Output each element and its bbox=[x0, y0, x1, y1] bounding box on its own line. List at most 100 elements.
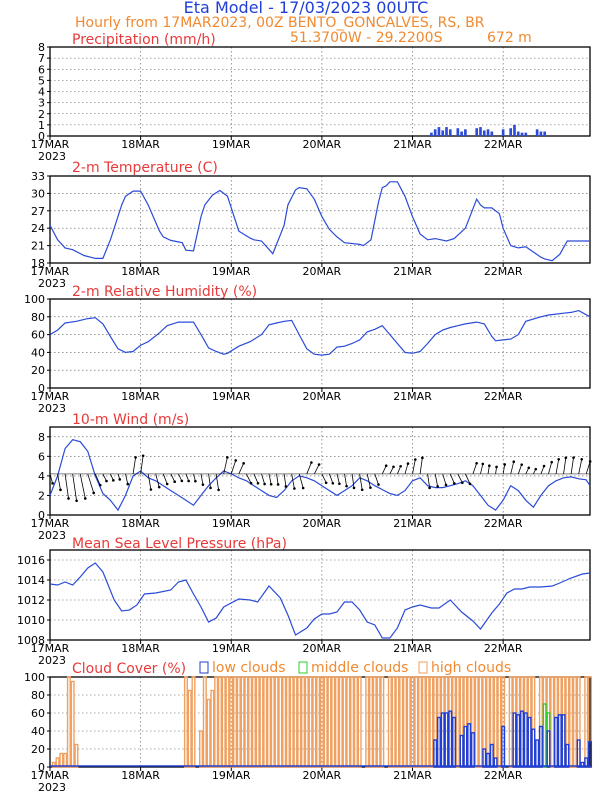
y-tick-label: 100 bbox=[24, 671, 45, 684]
wind-barb bbox=[283, 473, 287, 487]
x-day-label: 17MAR bbox=[31, 769, 70, 782]
y-tick-label: 60 bbox=[31, 707, 45, 720]
wind-barb-head bbox=[105, 479, 108, 483]
y-tick-label: 6 bbox=[38, 63, 45, 76]
precip-bar bbox=[535, 129, 539, 136]
wind-barb bbox=[155, 473, 160, 488]
x-day-label: 18MAR bbox=[121, 138, 160, 151]
x-day-label: 20MAR bbox=[303, 265, 342, 278]
wind-barb bbox=[510, 461, 515, 475]
high-cloud-bar bbox=[323, 676, 328, 768]
wind-barb-head bbox=[495, 465, 498, 469]
precip-bar bbox=[490, 131, 494, 136]
wind-barb-head bbox=[520, 463, 523, 466]
x-day-label: 22MAR bbox=[484, 138, 523, 151]
y-tick-label: 4 bbox=[38, 470, 45, 483]
y-tick-label: 20 bbox=[31, 743, 45, 756]
high-cloud-bar bbox=[278, 676, 283, 768]
wind-barb-head bbox=[118, 478, 122, 481]
wind-barb bbox=[79, 473, 86, 499]
wind-barb bbox=[585, 461, 591, 475]
wind-barb bbox=[472, 463, 478, 475]
x-year-label: 2023 bbox=[38, 781, 66, 792]
forecast-info: Hourly from 17MAR2023, 00Z BENTO_GONCALV… bbox=[75, 15, 485, 31]
x-day-label: 20MAR bbox=[303, 642, 342, 655]
precip-bar bbox=[460, 131, 463, 136]
wind-barb-head bbox=[249, 481, 253, 485]
legend-low-swatch bbox=[199, 661, 209, 674]
precip-bar bbox=[524, 132, 528, 136]
wind-barb-head bbox=[201, 483, 205, 486]
panel-rh: 0 20 40 60 80 100 17MAR 18MAR 19MAR 20MAR 21MAR 22M… bbox=[24, 284, 591, 415]
x-day-label: 19MAR bbox=[212, 642, 251, 655]
y-tick-label: 4 bbox=[38, 86, 45, 99]
wind-barb bbox=[419, 457, 423, 474]
wind-barb bbox=[434, 473, 439, 487]
x-day-label: 20MAR bbox=[303, 138, 342, 151]
wind-barb-head bbox=[59, 488, 62, 492]
high-cloud-bar bbox=[342, 676, 347, 768]
high-cloud-bar bbox=[338, 676, 343, 768]
y-tick-label: 8 bbox=[38, 431, 45, 444]
low-cloud-bar bbox=[561, 714, 566, 768]
low-cloud-bar bbox=[531, 728, 536, 768]
wind-barb-head bbox=[444, 483, 448, 487]
x-year-label: 2023 bbox=[38, 402, 66, 415]
high-cloud-bar bbox=[214, 676, 219, 768]
wind-barb-head bbox=[141, 454, 145, 458]
wind-barb bbox=[404, 463, 409, 475]
wind-barb bbox=[306, 462, 312, 475]
wind-barb bbox=[268, 473, 272, 485]
wind-barb-head bbox=[324, 481, 328, 485]
precip-bar bbox=[430, 132, 433, 136]
rh-series-line bbox=[49, 309, 591, 356]
wind-barb-head bbox=[534, 467, 538, 471]
high-cloud-bar bbox=[297, 676, 302, 768]
x-day-label: 18MAR bbox=[121, 517, 160, 530]
high-cloud-bar bbox=[327, 676, 332, 768]
y-tick-label: 33 bbox=[31, 170, 45, 183]
precip-bar bbox=[456, 128, 460, 136]
wind-barb-head bbox=[481, 462, 485, 466]
wind-barb-head bbox=[377, 483, 380, 486]
low-cloud-bar bbox=[512, 712, 517, 768]
y-tick-label: 2 bbox=[38, 489, 45, 502]
y-tick-label: 1010 bbox=[17, 614, 45, 627]
wind-barb bbox=[162, 473, 168, 485]
low-cloud-bar bbox=[467, 723, 472, 768]
cloud-legend: low clouds middle clouds high clouds bbox=[199, 660, 511, 676]
wind-barb bbox=[72, 473, 78, 501]
high-cloud-bar bbox=[251, 676, 256, 768]
high-cloud-bar bbox=[202, 676, 207, 768]
wind-barb-head bbox=[263, 482, 266, 486]
x-day-label: 22MAR bbox=[484, 265, 523, 278]
low-cloud-bar bbox=[576, 739, 581, 768]
wind-barb-head bbox=[217, 488, 220, 492]
panel-title: Cloud Cover (%) bbox=[72, 661, 186, 677]
x-day-label: 22MAR bbox=[484, 642, 523, 655]
wind-barb bbox=[344, 473, 347, 487]
wind-barb bbox=[64, 473, 69, 499]
panel-title: 2-m Relative Humidity (%) bbox=[72, 284, 257, 300]
wind-barb bbox=[57, 473, 61, 490]
legend-low-label: low clouds bbox=[212, 660, 286, 676]
low-cloud-bar bbox=[493, 757, 498, 768]
y-tick-label: 18 bbox=[31, 257, 45, 270]
high-cloud-bar bbox=[255, 676, 260, 768]
panel-wind: 0 2 4 6 8 17MAR 18MAR 19MAR 20MAR 21MAR 22MAR 2023 1… bbox=[31, 412, 592, 542]
wind-barb-head bbox=[83, 497, 87, 500]
wind-barb bbox=[132, 457, 136, 474]
low-cloud-bar bbox=[580, 761, 585, 768]
high-cloud-bar bbox=[285, 676, 290, 768]
panel-frame bbox=[49, 175, 591, 264]
wind-barb-head bbox=[488, 464, 491, 468]
high-cloud-bar bbox=[187, 689, 192, 768]
wind-barb bbox=[147, 473, 152, 490]
x-day-label: 18MAR bbox=[121, 642, 160, 655]
wind-barb bbox=[246, 473, 252, 484]
wind-barb-head bbox=[234, 459, 238, 462]
high-cloud-bar bbox=[59, 752, 64, 768]
high-cloud-bar bbox=[63, 752, 68, 768]
wind-barb bbox=[313, 464, 320, 475]
high-cloud-bar bbox=[425, 676, 430, 768]
